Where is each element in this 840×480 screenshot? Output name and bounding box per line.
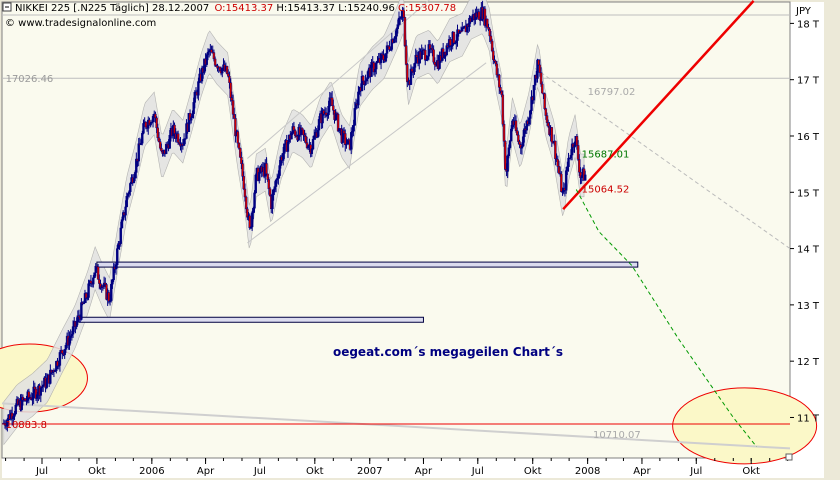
candle-body <box>404 45 408 65</box>
candle-body <box>142 123 145 134</box>
level-label: 17026.46 <box>6 74 54 85</box>
level-label: 15687.01 <box>582 150 630 161</box>
candle-body <box>332 105 335 111</box>
y-tick-label: 17 T <box>797 76 820 87</box>
level-label: 10710.07 <box>593 430 641 441</box>
channel-upper-line <box>247 0 431 159</box>
x-tick-label: 2007 <box>357 466 382 477</box>
x-tick-label: Okt <box>524 466 542 477</box>
x-tick-label: Jul <box>253 466 266 477</box>
candle-body <box>190 117 193 121</box>
candle-body <box>501 94 505 125</box>
candle-body <box>317 119 321 131</box>
zone-rectangle-upper <box>96 261 639 268</box>
candle-body <box>311 139 315 150</box>
zone-rectangle-lower <box>78 316 424 323</box>
candle-body <box>265 163 268 175</box>
candle-body <box>45 378 48 388</box>
y-tick-label: 13 T <box>797 301 820 312</box>
candle-body <box>375 62 378 70</box>
envelope-band <box>3 0 585 446</box>
source-label: © www.tradesignalonline.com <box>5 18 156 29</box>
candle <box>584 170 587 181</box>
candle-body <box>197 81 200 96</box>
x-tick-label: Okt <box>306 466 324 477</box>
candle-body <box>119 227 122 244</box>
level-label: 15064.52 <box>582 185 630 196</box>
front-overlays <box>562 0 757 448</box>
candle-body <box>353 108 357 126</box>
candle-body <box>508 140 512 148</box>
instrument-label: NIKKEI 225 [.N225 Täglich] 28.12.2007 O:… <box>15 3 456 14</box>
candle-body <box>567 157 570 167</box>
rising-trend-line <box>562 0 755 211</box>
candle-body <box>361 75 365 82</box>
x-tick-label: Apr <box>415 466 433 477</box>
candle-body <box>543 93 546 109</box>
candle-body <box>141 133 144 144</box>
candle-body <box>129 183 132 192</box>
level-label: 10883.8 <box>6 420 47 431</box>
level-labels: 17026.46 16797.02 15687.01 15064.52 10883.8 1… <box>6 74 641 441</box>
x-tick-label: Jul <box>689 466 702 477</box>
currency-label: JPY <box>795 6 812 17</box>
candle-body <box>584 174 587 181</box>
x-tick-label: Apr <box>633 466 651 477</box>
x-tick-label: Okt <box>88 466 106 477</box>
candle-body <box>137 143 140 162</box>
candle <box>543 92 546 111</box>
level-label: 16797.02 <box>588 87 636 98</box>
y-tick-label: 12 T <box>797 357 820 368</box>
y-axis-ticks: 11 T 12 T 13 T 14 T 15 T 16 T 17 T 18 T <box>790 19 820 424</box>
candle-body <box>58 352 62 366</box>
envelope-band-area <box>3 0 585 446</box>
x-tick-label: 2008 <box>575 466 600 477</box>
y-axis-panel <box>790 2 824 458</box>
y-tick-label: 11 T <box>797 413 820 424</box>
x-tick-label: 2006 <box>139 466 164 477</box>
candle-body <box>550 127 554 143</box>
x-axis-ticks: Jul Okt 2006 Apr Jul Okt 2007 Apr Jul Okt 2008 Apr J… <box>5 458 789 477</box>
y-tick-label: 15 T <box>797 188 820 199</box>
highlight-ellipse <box>672 387 818 465</box>
annotation-title: oegeat.com´s megageilen Chart´s <box>333 345 563 359</box>
x-tick-label: Jul <box>471 466 484 477</box>
candle-body <box>193 92 197 103</box>
candle-body <box>283 143 286 154</box>
chart-header: NIKKEI 225 [.N225 Täglich] 28.12.2007 O:… <box>2 2 812 29</box>
candle-body <box>253 192 256 209</box>
candle-body <box>248 215 251 229</box>
candle-body <box>116 248 119 266</box>
candle-body <box>92 277 95 285</box>
trend-overlays <box>1 0 791 450</box>
long-term-support-line <box>1 402 791 450</box>
candle-body <box>364 80 367 85</box>
channel-lower-line <box>247 62 487 244</box>
candle-body <box>124 206 127 216</box>
x-tick-label: Okt <box>742 466 760 477</box>
x-axis-panel <box>2 458 824 478</box>
y-tick-label: 14 T <box>797 245 820 256</box>
candle-body <box>352 125 355 132</box>
y-tick-label: 18 T <box>797 19 820 30</box>
candle-body <box>449 39 452 46</box>
candle-body <box>236 131 240 144</box>
candles <box>2 0 587 432</box>
x-tick-label: Apr <box>197 466 215 477</box>
candle-body <box>502 123 506 142</box>
y-tick-label: 16 T <box>797 132 820 143</box>
x-tick-label: Jul <box>35 466 48 477</box>
resize-grip-icon[interactable] <box>785 453 793 461</box>
resistance-projection-line <box>534 68 791 249</box>
candle-body <box>452 31 456 44</box>
candle-body <box>541 83 544 94</box>
